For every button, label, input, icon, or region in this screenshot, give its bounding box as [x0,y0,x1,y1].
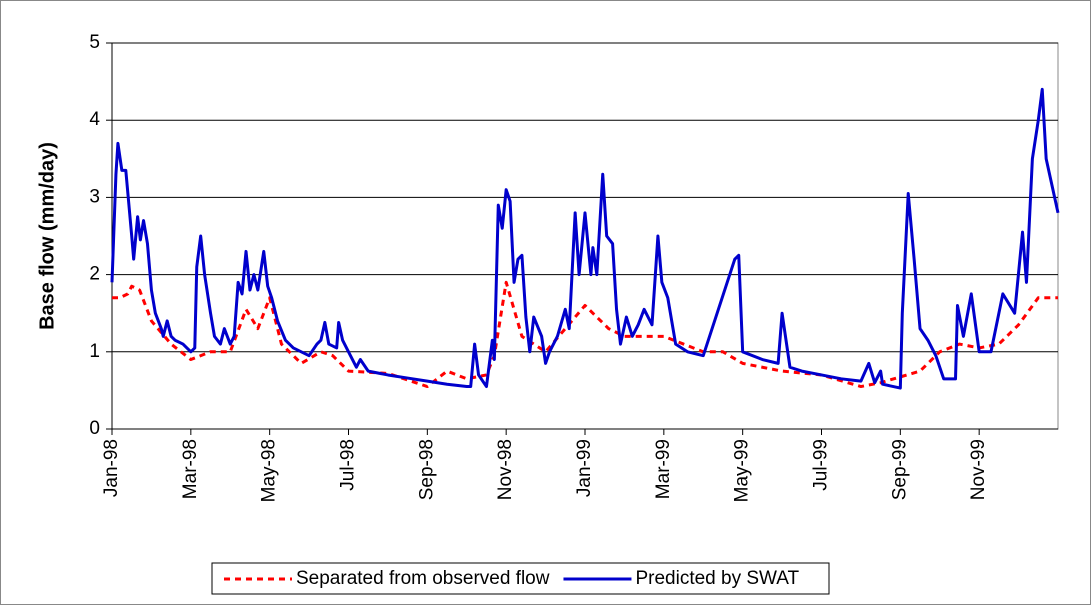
y-tick-label: 5 [89,32,100,53]
x-tick-label: May-99 [732,439,753,502]
legend-box [211,562,830,595]
y-tick-label: 1 [89,341,100,362]
y-axis-label: Base flow (mm/day) [36,142,58,330]
x-tick-label: Mar-99 [653,439,674,499]
y-tick-label: 3 [89,186,100,207]
legend-label: Separated from observed flow [296,568,550,589]
x-tick-label: Sep-98 [416,439,437,500]
x-tick-label: Mar-98 [180,439,201,499]
x-tick-label: Nov-98 [495,439,516,500]
x-tick-label: Nov-99 [968,439,989,500]
y-tick-label: 2 [89,264,100,285]
x-tick-label: Jul-98 [338,439,359,491]
x-tick-label: Jan-99 [574,439,595,497]
x-tick-label: Sep-99 [889,439,910,500]
x-tick-label: Jul-99 [811,439,832,491]
y-tick-label: 0 [89,418,100,439]
legend-label: Predicted by SWAT [635,568,799,589]
y-tick-label: 4 [89,109,100,130]
series-line [110,87,1060,390]
x-tick-label: May-98 [259,439,280,502]
x-tick-label: Jan-98 [101,439,122,497]
